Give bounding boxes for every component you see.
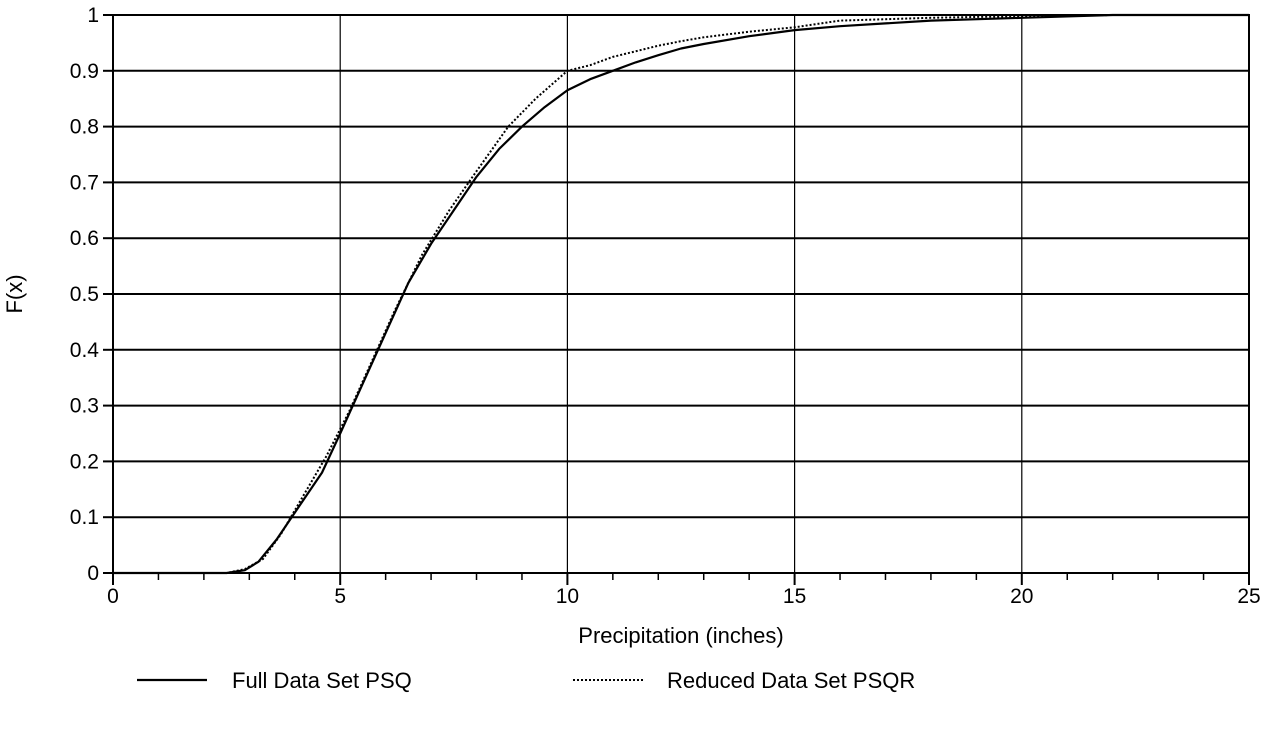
y-tick-label: 0.9 <box>70 60 99 83</box>
y-tick-label: 0 <box>87 562 99 585</box>
x-tick-label: 15 <box>783 585 806 608</box>
x-tick-label: 10 <box>556 585 579 608</box>
y-tick-label: 0.4 <box>70 339 100 362</box>
y-tick-label: 0.1 <box>70 506 99 529</box>
x-tick-label: 5 <box>334 585 346 608</box>
y-tick-label: 0.6 <box>70 227 99 250</box>
legend: Full Data Set PSQ Reduced Data Set PSQR <box>137 668 915 693</box>
x-tick-label: 0 <box>107 585 119 608</box>
x-tick-label: 20 <box>1010 585 1033 608</box>
x-tick-label: 25 <box>1237 585 1260 608</box>
series-layer <box>113 13 1249 575</box>
grid-layer <box>113 15 1249 573</box>
y-axis-title: F(x) <box>2 274 27 313</box>
y-tick-label: 0.5 <box>70 283 99 306</box>
y-tick-label: 0.2 <box>70 450 99 473</box>
series-line-full-data-set-psq <box>113 13 1249 575</box>
y-tick-label: 0.3 <box>70 395 99 418</box>
series-line-reduced-data-set-psqr <box>113 14 1249 574</box>
legend-label-reduced-data-set-psqr: Reduced Data Set PSQR <box>667 668 915 693</box>
tick-layer: 00.10.20.30.40.50.60.70.80.910 5 10 15 20 25 <box>70 4 1261 608</box>
x-axis-title: Precipitation (inches) <box>578 623 783 648</box>
y-tick-label: 1 <box>87 4 99 27</box>
y-tick-label: 0.8 <box>70 116 99 139</box>
y-tick-label: 0.7 <box>70 171 99 194</box>
legend-label-full-data-set-psq: Full Data Set PSQ <box>232 668 412 693</box>
